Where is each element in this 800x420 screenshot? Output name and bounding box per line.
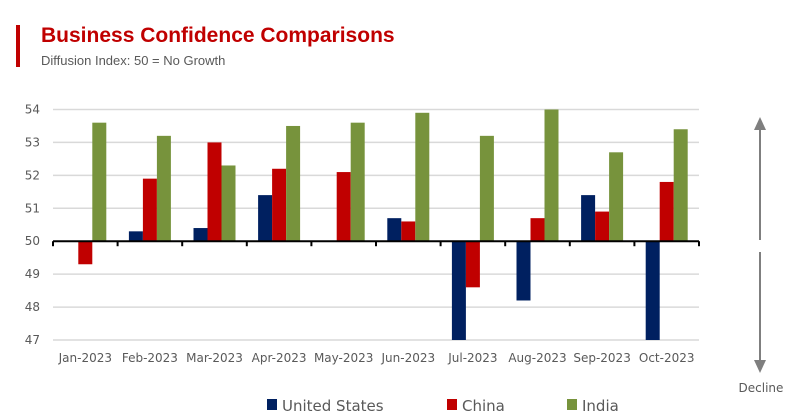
bar-china (530, 218, 545, 242)
x-tick-label: May-2023 (314, 351, 373, 365)
legend-label: China (462, 397, 505, 415)
bar-india (479, 135, 494, 242)
x-tick-label: Aug-2023 (508, 351, 566, 365)
bar-china (595, 211, 610, 242)
x-tick-label: Jun-2023 (380, 351, 435, 365)
bar-china (207, 142, 222, 242)
bar-united-states (258, 195, 273, 242)
x-tick-label: Apr-2023 (252, 351, 307, 365)
bar-india (286, 125, 301, 242)
y-tick-label: 51 (25, 201, 40, 215)
bar-india (156, 135, 171, 242)
down-arrow-icon (754, 360, 766, 373)
legend-swatch (567, 399, 577, 410)
x-tick-label: Jul-2023 (447, 351, 497, 365)
bar-india (609, 152, 624, 242)
chart-subtitle: Diffusion Index: 50 = No Growth (41, 53, 226, 68)
bar-china (659, 181, 674, 242)
decline-label: Decline (739, 381, 784, 395)
x-tick-label: Oct-2023 (639, 351, 695, 365)
bar-india (221, 165, 236, 242)
bar-united-states (387, 218, 402, 242)
x-tick-label: Sep-2023 (573, 351, 631, 365)
y-tick-label: 50 (25, 234, 40, 248)
x-tick-label: Jan-2023 (58, 351, 112, 365)
bar-united-states (193, 228, 208, 242)
bar-china (142, 178, 157, 242)
bar-united-states (451, 241, 466, 340)
up-arrow-icon (754, 117, 766, 130)
legend-label: United States (282, 397, 384, 415)
bar-china (272, 168, 287, 242)
bar-india (415, 112, 430, 242)
bar-united-states (645, 241, 660, 340)
y-tick-label: 47 (25, 333, 40, 347)
legend-swatch (447, 399, 457, 410)
y-tick-label: 49 (25, 267, 40, 281)
bar-india (92, 122, 107, 242)
bar-united-states (581, 195, 596, 242)
y-tick-label: 52 (25, 168, 40, 182)
y-tick-label: 48 (25, 300, 40, 314)
title-accent-bar (16, 25, 20, 67)
bar-india (544, 109, 559, 242)
bar-china (401, 221, 416, 242)
legend-label: India (582, 397, 619, 415)
direction-arrows: Decline (739, 117, 784, 395)
bar-china (465, 241, 480, 288)
y-tick-label: 53 (25, 135, 40, 149)
x-tick-label: Mar-2023 (186, 351, 243, 365)
chart-title: Business Confidence Comparisons (41, 24, 395, 47)
bar-china (336, 172, 351, 242)
legend-swatch (267, 399, 277, 410)
bar-united-states (128, 231, 143, 242)
bar-china (78, 241, 93, 265)
bar-india (673, 129, 688, 242)
bar-india (350, 122, 365, 242)
bar-united-states (516, 241, 531, 301)
y-tick-label: 54 (25, 103, 40, 117)
x-tick-label: Feb-2023 (122, 351, 178, 365)
